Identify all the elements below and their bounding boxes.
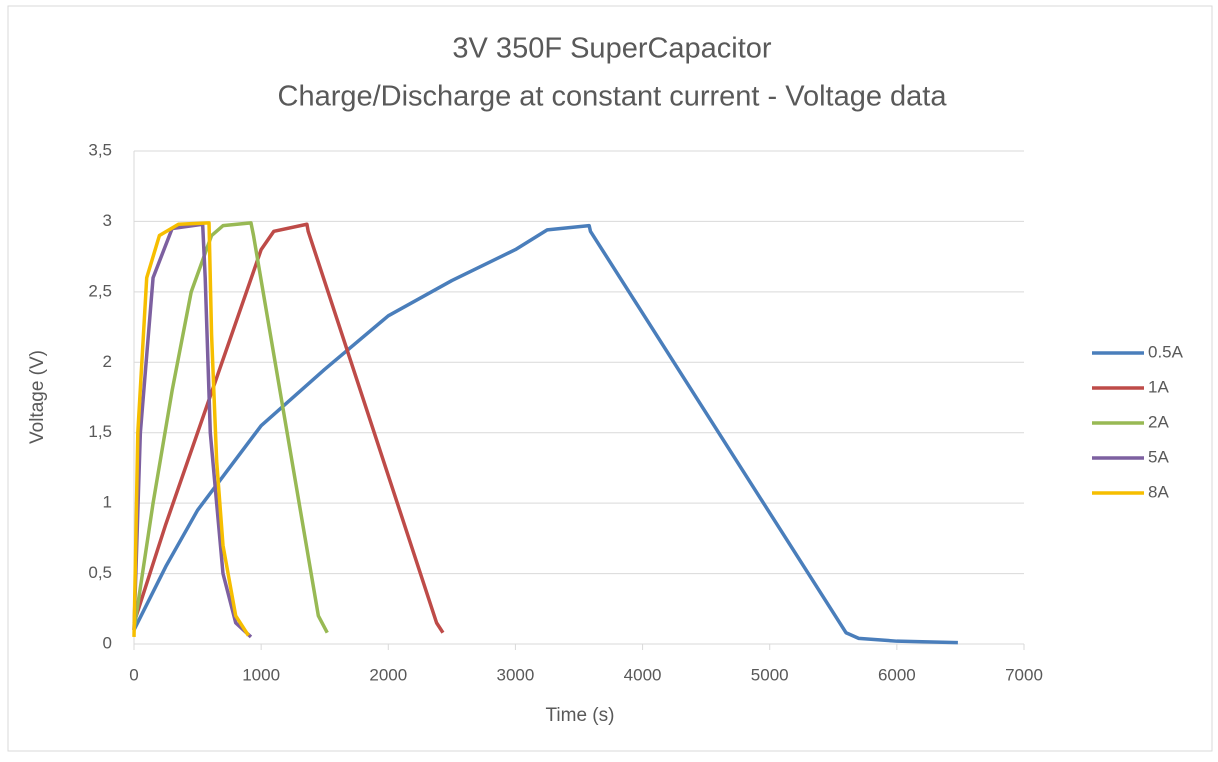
x-tick-label: 0 [129, 665, 138, 684]
series-line [132, 221, 329, 634]
y-tick-label: 3 [103, 211, 112, 230]
chart-frame [7, 5, 1213, 752]
series-line [132, 222, 445, 634]
y-tick-label: 0,5 [88, 563, 112, 582]
chart-subtitle: Charge/Discharge at constant current - V… [278, 81, 948, 113]
y-tick-label: 1 [103, 493, 112, 512]
y-axis-label: Voltage (V) [27, 350, 48, 444]
y-tick-label: 3,5 [88, 140, 112, 159]
x-tick-label: 1000 [242, 665, 280, 684]
legend-label: 1A [1148, 377, 1169, 396]
series-line [132, 223, 958, 645]
x-tick-label: 3000 [497, 665, 535, 684]
x-tick-label: 6000 [878, 665, 916, 684]
x-tick-label: 7000 [1005, 665, 1043, 684]
x-tick-label: 4000 [624, 665, 662, 684]
x-tick-label: 5000 [751, 665, 789, 684]
chart-title: 3V 350F SuperCapacitor [452, 33, 772, 65]
legend-label: 0.5A [1148, 342, 1184, 361]
y-tick-label: 0 [103, 633, 112, 652]
series-line [132, 222, 253, 639]
y-tick-label: 2 [103, 352, 112, 371]
legend-label: 2A [1148, 412, 1169, 431]
series-line [132, 221, 250, 637]
y-tick-label: 1,5 [88, 422, 112, 441]
x-tick-label: 2000 [369, 665, 407, 684]
y-tick-label: 2,5 [88, 281, 112, 300]
x-axis-label: Time (s) [546, 705, 615, 726]
legend-label: 5A [1148, 447, 1169, 466]
legend-label: 8A [1148, 482, 1169, 501]
